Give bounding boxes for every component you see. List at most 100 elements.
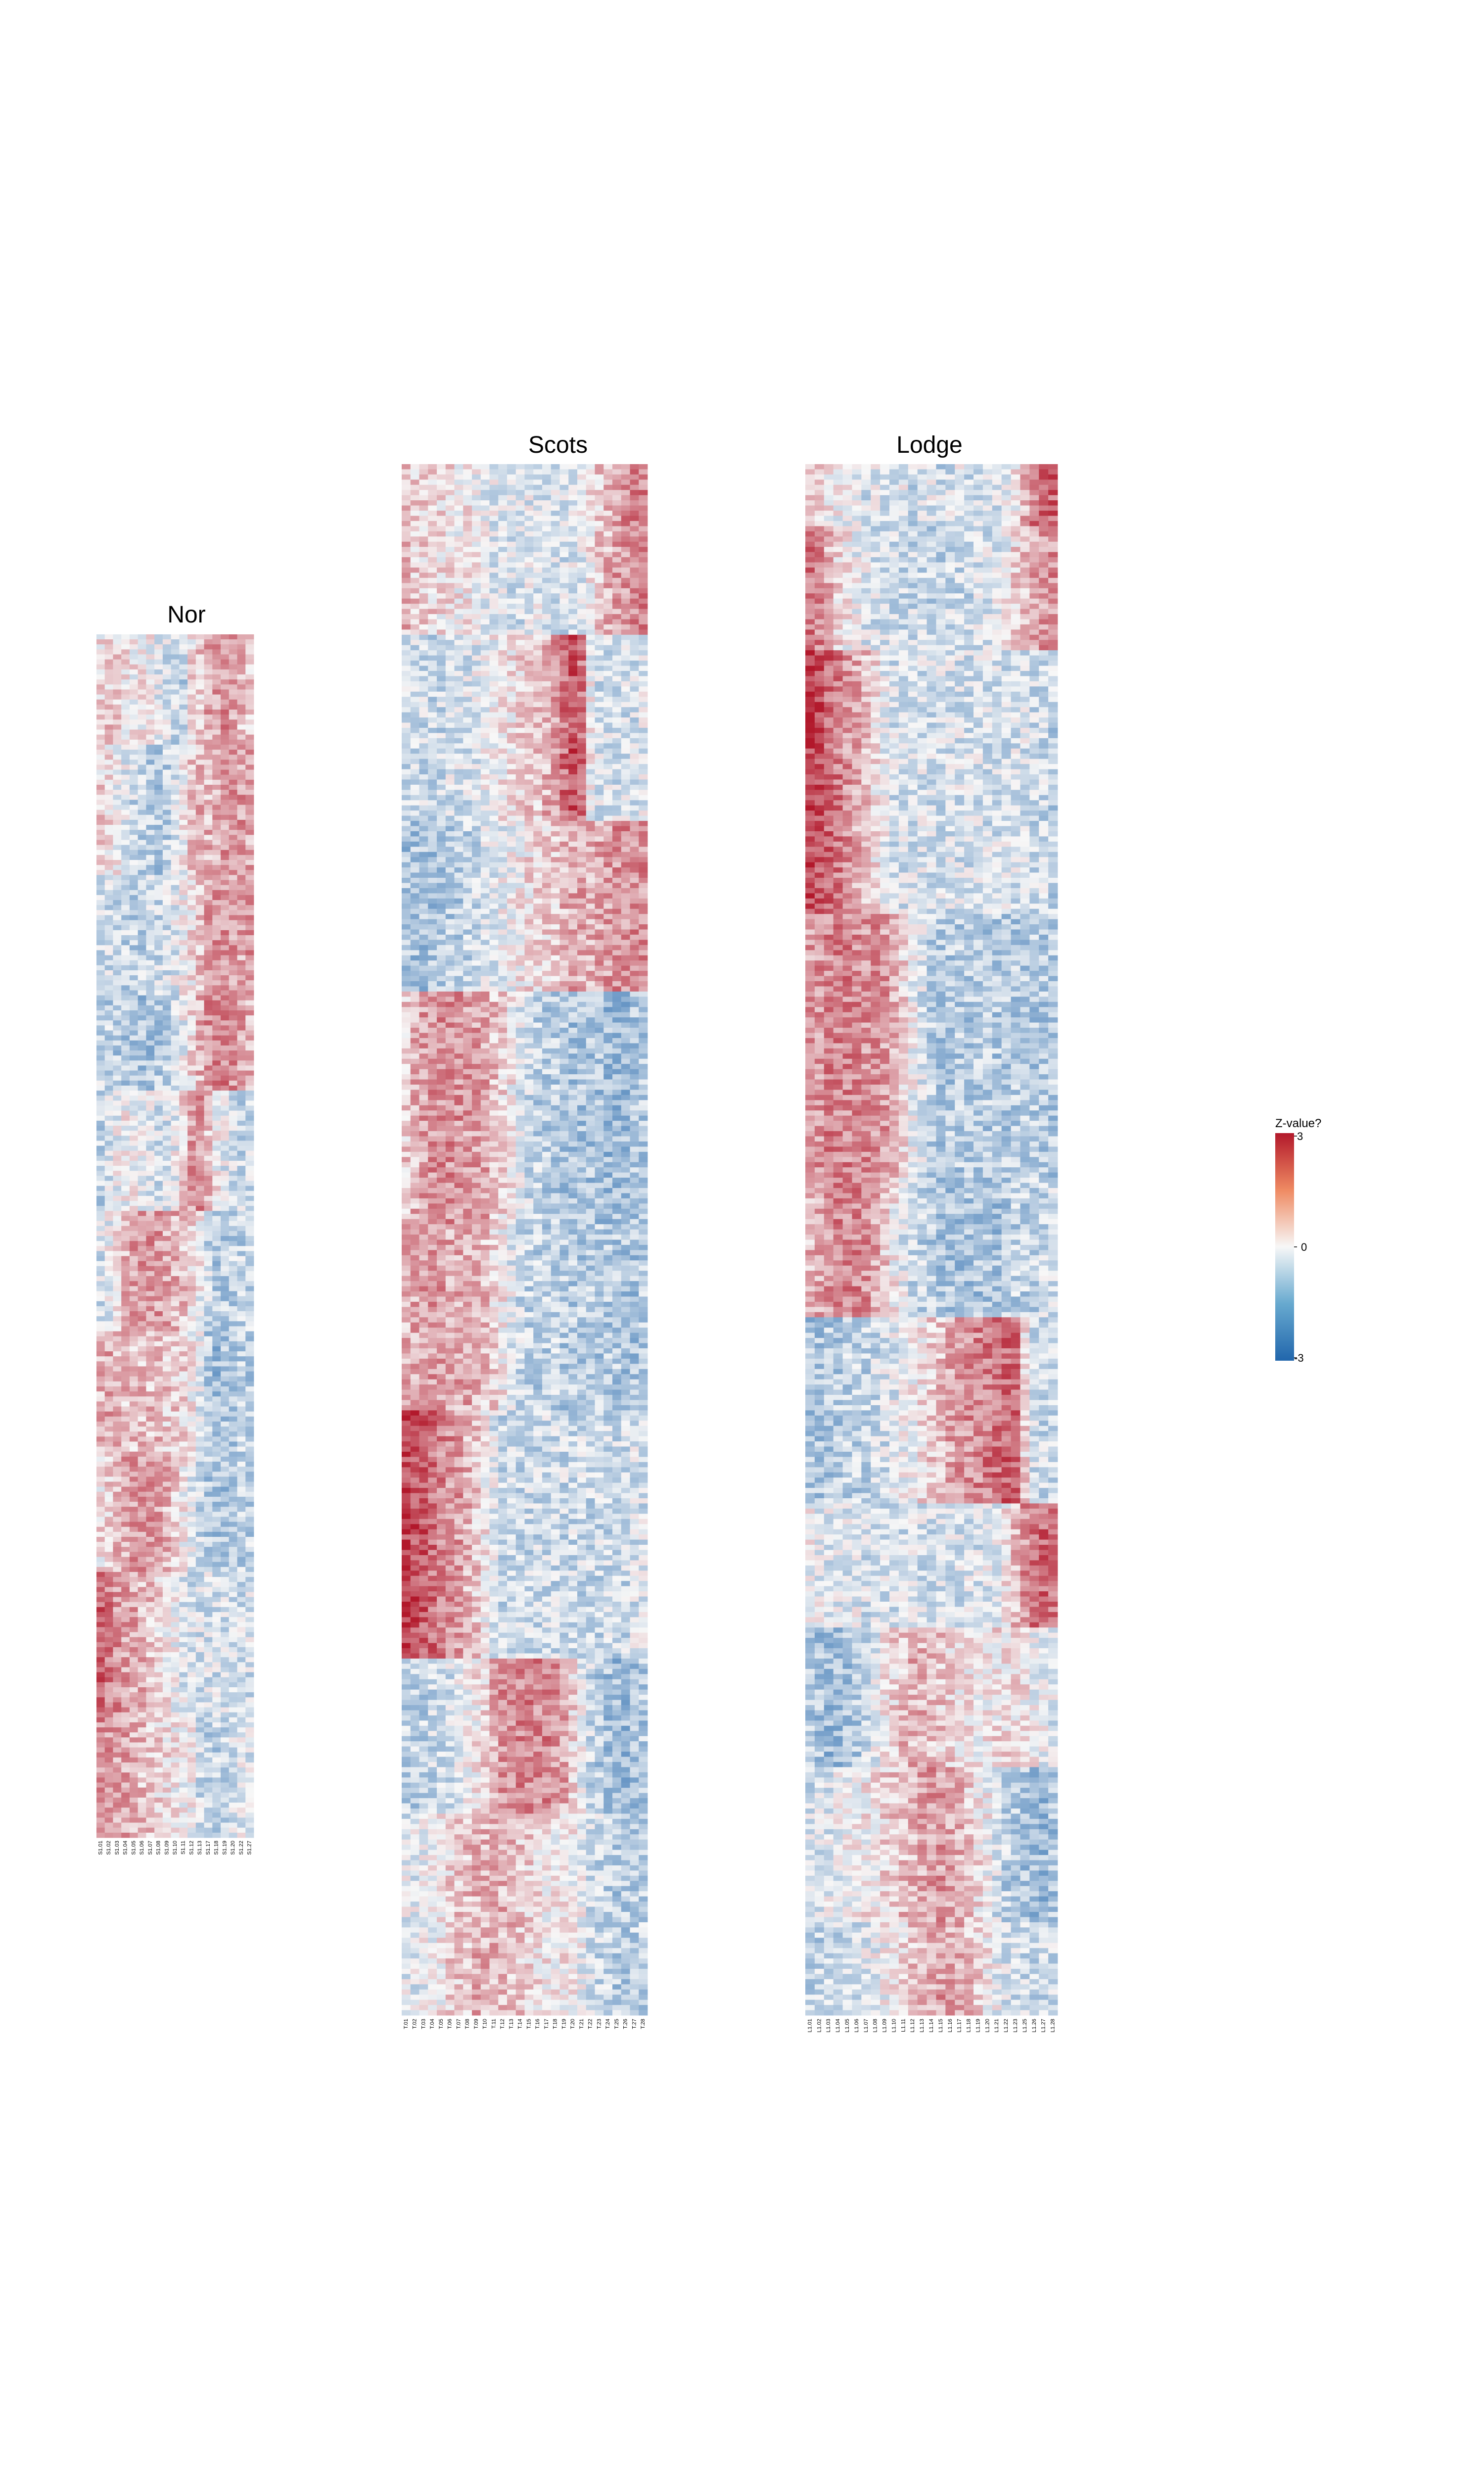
nor-heatmap-cell bbox=[179, 719, 188, 725]
nor-heatmap-cell bbox=[195, 1416, 204, 1422]
nor-heatmap-cell bbox=[138, 710, 146, 715]
nor-heatmap-cell bbox=[221, 679, 230, 685]
nor-heatmap-cell bbox=[154, 1486, 163, 1492]
nor-heatmap-cell bbox=[245, 905, 254, 910]
nor-heatmap-cell bbox=[146, 1371, 155, 1377]
nor-heatmap-cell bbox=[121, 704, 130, 710]
nor-heatmap-cell bbox=[187, 704, 196, 710]
nor-heatmap-cell bbox=[195, 664, 204, 670]
nor-heatmap-cell bbox=[171, 1346, 180, 1352]
nor-heatmap-cell bbox=[179, 1456, 188, 1462]
nor-heatmap-cell bbox=[245, 1110, 254, 1116]
nor-heatmap-cell bbox=[229, 1436, 237, 1442]
nor-heatmap-cell bbox=[245, 1421, 254, 1427]
nor-heatmap-cell bbox=[162, 960, 172, 966]
scots-heatmap-cell bbox=[621, 516, 630, 522]
nor-heatmap-cell bbox=[129, 1356, 139, 1362]
nor-heatmap-cell bbox=[187, 1712, 196, 1718]
scots-heatmap-cell bbox=[445, 536, 455, 542]
nor-heatmap-cell bbox=[113, 1602, 122, 1608]
nor-heatmap-cell bbox=[229, 1091, 237, 1096]
nor-heatmap-cell bbox=[245, 1386, 254, 1392]
nor-heatmap-cell bbox=[221, 1702, 230, 1708]
nor-heatmap-cell bbox=[113, 1281, 122, 1286]
nor-heatmap-cell bbox=[171, 1050, 180, 1056]
nor-heatmap-cell bbox=[187, 1797, 196, 1803]
nor-heatmap-cell bbox=[187, 1467, 196, 1472]
nor-heatmap-cell bbox=[179, 750, 188, 755]
nor-heatmap-cell bbox=[195, 1787, 204, 1793]
nor-heatmap-cell bbox=[121, 639, 130, 645]
nor-heatmap-cell bbox=[104, 1757, 113, 1763]
nor-heatmap-cell bbox=[171, 1376, 180, 1382]
nor-heatmap-cell bbox=[154, 1060, 163, 1066]
nor-heatmap-cell bbox=[138, 1502, 146, 1507]
nor-heatmap-cell bbox=[96, 1065, 105, 1071]
nor-heatmap-cell bbox=[179, 819, 188, 825]
nor-heatmap-cell bbox=[195, 724, 204, 730]
nor-heatmap-cell bbox=[221, 1667, 230, 1672]
nor-heatmap-cell bbox=[129, 975, 139, 981]
nor-heatmap-cell bbox=[179, 1276, 188, 1282]
nor-heatmap-cell bbox=[104, 1431, 113, 1437]
nor-heatmap-cell bbox=[138, 1281, 146, 1286]
nor-heatmap-cell bbox=[237, 1517, 246, 1522]
nor-heatmap-cell bbox=[154, 950, 163, 955]
nor-heatmap-cell bbox=[204, 955, 213, 961]
nor-heatmap-cell bbox=[245, 910, 254, 915]
nor-heatmap-cell bbox=[154, 1772, 163, 1778]
nor-heatmap-cell bbox=[121, 1356, 130, 1362]
nor-heatmap-cell bbox=[154, 1832, 163, 1838]
nor-heatmap-cell bbox=[138, 1086, 146, 1091]
nor-heatmap-cell bbox=[221, 890, 230, 896]
nor-heatmap-cell bbox=[237, 755, 246, 760]
nor-heatmap-cell bbox=[129, 1266, 139, 1272]
nor-heatmap-cell bbox=[129, 945, 139, 951]
nor-heatmap-cell bbox=[154, 1176, 163, 1181]
nor-heatmap-cell bbox=[162, 1110, 172, 1116]
nor-heatmap-cell bbox=[154, 1171, 163, 1176]
nor-heatmap-cell bbox=[171, 1537, 180, 1542]
nor-heatmap-cell bbox=[138, 1787, 146, 1793]
nor-heatmap-cell bbox=[104, 1787, 113, 1793]
nor-heatmap-cell bbox=[138, 1060, 146, 1066]
nor-heatmap-cell bbox=[245, 1662, 254, 1667]
nor-heatmap-cell bbox=[171, 790, 180, 795]
scots-heatmap-cell bbox=[533, 469, 543, 475]
nor-heatmap-cell bbox=[129, 710, 139, 715]
nor-heatmap-cell bbox=[96, 1782, 105, 1788]
nor-heatmap-cell bbox=[104, 920, 113, 926]
scots-heatmap-cell bbox=[498, 490, 508, 496]
nor-heatmap-cell bbox=[138, 1727, 146, 1733]
nor-heatmap-cell bbox=[221, 1652, 230, 1658]
nor-heatmap-cell bbox=[113, 1000, 122, 1006]
nor-heatmap-cell bbox=[129, 830, 139, 835]
nor-heatmap-cell bbox=[221, 1777, 230, 1783]
nor-heatmap-cell bbox=[162, 1752, 172, 1758]
nor-heatmap-cell bbox=[195, 1166, 204, 1171]
nor-heatmap-cell bbox=[237, 1256, 246, 1262]
nor-heatmap-cell bbox=[154, 1326, 163, 1332]
nor-heatmap-cell bbox=[113, 1607, 122, 1613]
nor-heatmap-cell bbox=[138, 734, 146, 740]
nor-heatmap-cell bbox=[96, 669, 105, 675]
nor-heatmap-cell bbox=[154, 1141, 163, 1146]
scots-heatmap-cell bbox=[559, 526, 569, 532]
nor-heatmap-cell bbox=[138, 1717, 146, 1723]
nor-heatmap-cell bbox=[245, 1010, 254, 1016]
nor-heatmap-cell bbox=[171, 1762, 180, 1768]
nor-heatmap-cell bbox=[154, 1376, 163, 1382]
nor-heatmap-cell bbox=[96, 800, 105, 805]
nor-heatmap-cell bbox=[179, 885, 188, 891]
nor-heatmap-cell bbox=[162, 664, 172, 670]
nor-heatmap-cell bbox=[129, 1622, 139, 1627]
nor-heatmap-cell bbox=[104, 744, 113, 750]
nor-heatmap-cell bbox=[187, 885, 196, 891]
nor-heatmap-cell bbox=[245, 1817, 254, 1823]
nor-heatmap-cell bbox=[104, 1326, 113, 1332]
nor-heatmap-cell bbox=[204, 1502, 213, 1507]
scots-heatmap-cell bbox=[595, 516, 604, 522]
nor-heatmap-cell bbox=[212, 1015, 221, 1021]
nor-heatmap-cell bbox=[171, 1075, 180, 1081]
nor-heatmap-cell bbox=[146, 1737, 155, 1743]
